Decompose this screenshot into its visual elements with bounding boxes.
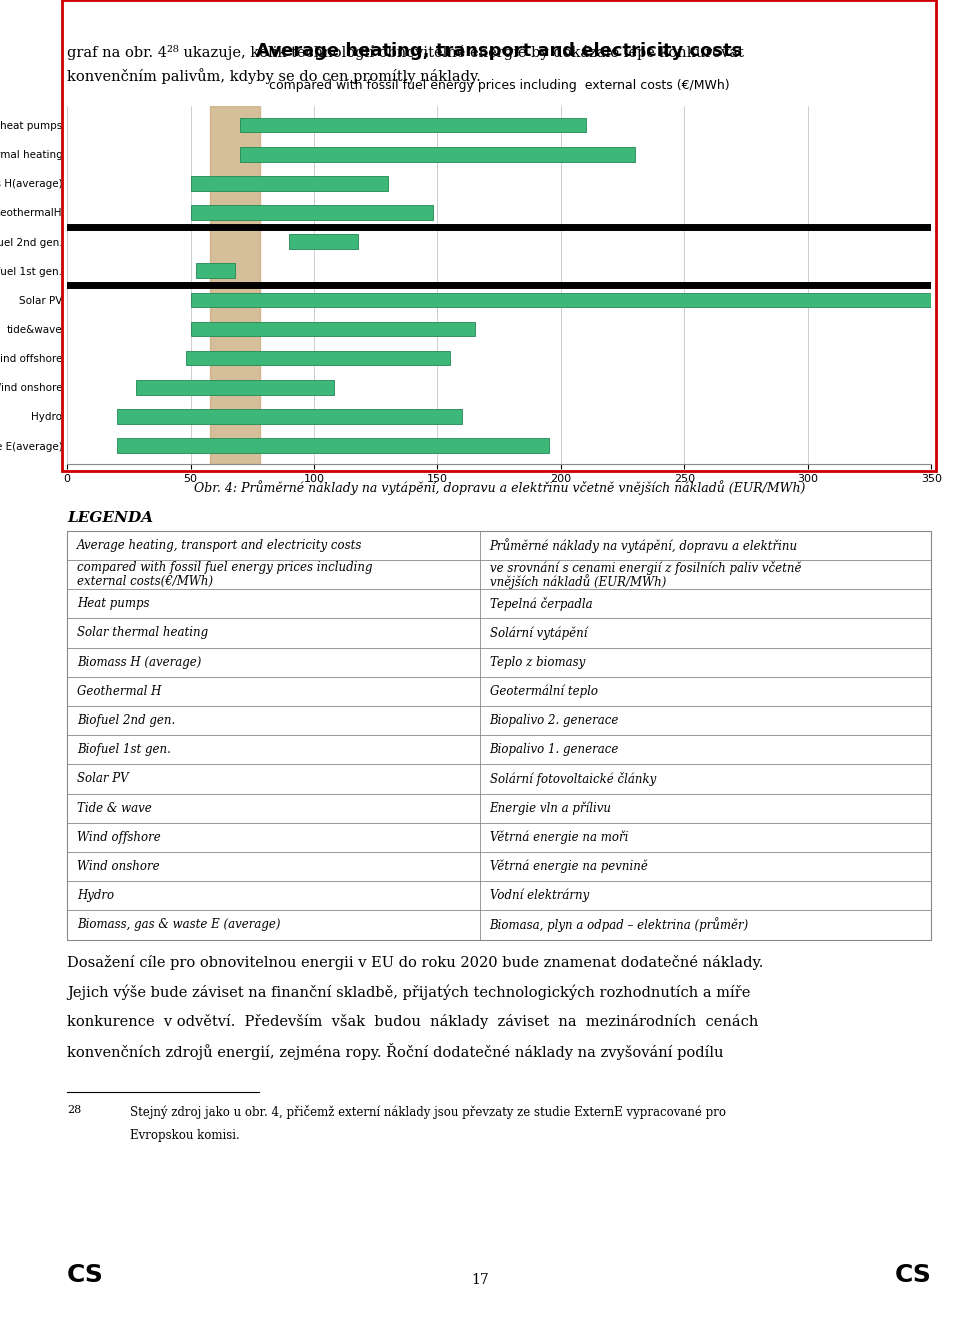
Text: Biomass H (average): Biomass H (average) [77, 656, 202, 669]
Text: Wind offshore: Wind offshore [77, 831, 160, 844]
Text: compared with fossil fuel energy prices including  external costs (€/MWh): compared with fossil fuel energy prices … [269, 78, 730, 92]
Bar [136, 380, 334, 394]
Bar [289, 235, 358, 249]
Text: graf na obr. 4²⁸ ukazuje, kolik technologií obnovitelné energie by dokázalo lépe: graf na obr. 4²⁸ ukazuje, kolik technolo… [67, 45, 744, 60]
Text: Jejich výše bude záviset na finanční skladbě, přijatých technologických rozhodnu: Jejich výše bude záviset na finanční skl… [67, 985, 751, 1001]
Text: Geothermal H: Geothermal H [77, 685, 161, 698]
Bar [196, 264, 235, 279]
Text: Solární fotovoltaické články: Solární fotovoltaické články [490, 772, 656, 786]
Text: Větrná energie na moři: Větrná energie na moři [490, 831, 628, 844]
Bar [116, 409, 462, 423]
Text: Biomasa, plyn a odpad – elektrina (průměr): Biomasa, plyn a odpad – elektrina (průmě… [490, 917, 749, 933]
Text: Heat pumps: Heat pumps [77, 597, 150, 610]
Text: Průměrné náklady na vytápění, dopravu a elektřinu: Průměrné náklady na vytápění, dopravu a … [490, 537, 798, 553]
Text: 17: 17 [471, 1273, 489, 1287]
Text: konvenčních zdrojů energií, zejména ropy. Řoční dodatečné náklady na zvyšování p: konvenčních zdrojů energií, zejména ropy… [67, 1043, 724, 1060]
Text: CS: CS [67, 1263, 104, 1287]
Bar [191, 206, 433, 220]
Text: Average heating, transport and electricity costs: Average heating, transport and electrici… [77, 539, 362, 552]
Text: compared with fossil fuel energy prices including: compared with fossil fuel energy prices … [77, 561, 372, 575]
Text: Geotermální teplo: Geotermální teplo [490, 685, 597, 698]
Bar [191, 292, 931, 307]
Text: Evropskou komisi.: Evropskou komisi. [130, 1129, 239, 1143]
Text: Biopalivo 1. generace: Biopalivo 1. generace [490, 743, 619, 756]
Text: ve srovnání s cenami energií z fosilních paliv včetně: ve srovnání s cenami energií z fosilních… [490, 561, 801, 575]
Text: Wind onshore: Wind onshore [77, 860, 159, 873]
Text: LEGENDA: LEGENDA [67, 511, 154, 525]
Bar [210, 106, 260, 464]
Text: Solar thermal heating: Solar thermal heating [77, 626, 208, 640]
Text: Stejný zdroj jako u obr. 4, přičemž externí náklady jsou převzaty ze studie Exte: Stejný zdroj jako u obr. 4, přičemž exte… [130, 1105, 726, 1120]
Text: Hydro: Hydro [77, 889, 114, 902]
Bar [191, 176, 388, 191]
Text: Biopalivo 2. generace: Biopalivo 2. generace [490, 714, 619, 727]
Text: Biofuel 1st gen.: Biofuel 1st gen. [77, 743, 171, 756]
Text: Biomass, gas & waste E (average): Biomass, gas & waste E (average) [77, 918, 280, 932]
Text: vnějších nákladů (EUR/MWh): vnějších nákladů (EUR/MWh) [490, 573, 666, 589]
Text: konvenčním palivům, kdyby se do cen promítly náklady.: konvenčním palivům, kdyby se do cen prom… [67, 68, 481, 84]
Text: Biofuel 2nd gen.: Biofuel 2nd gen. [77, 714, 175, 727]
Text: Obr. 4: Průměrné náklady na vytápění, dopravu a elektřinu včetně vnějších náklad: Obr. 4: Průměrné náklady na vytápění, do… [194, 480, 804, 495]
Text: Tepelná čerpadla: Tepelná čerpadla [490, 597, 592, 610]
Text: 28: 28 [67, 1105, 82, 1116]
Text: Solární vytápění: Solární vytápění [490, 626, 588, 640]
Text: CS: CS [895, 1263, 931, 1287]
Bar [185, 350, 450, 365]
Text: Teplo z biomasy: Teplo z biomasy [490, 656, 585, 669]
Text: konkurence  v odvětví.  Především  však  budou  náklady  záviset  na  mezinárodn: konkurence v odvětví. Především však bud… [67, 1014, 758, 1028]
Text: Tide & wave: Tide & wave [77, 802, 152, 815]
Bar [191, 321, 474, 336]
Text: Solar PV: Solar PV [77, 772, 129, 786]
Text: Dosažení cíle pro obnovitelnou energii v EU do roku 2020 bude znamenat dodatečné: Dosažení cíle pro obnovitelnou energii v… [67, 955, 763, 970]
Bar [240, 118, 586, 133]
Text: Average heating, transport and electricity costs: Average heating, transport and electrici… [256, 41, 742, 60]
Text: Vodní elektrárny: Vodní elektrárny [490, 889, 588, 902]
Text: Energie vln a přílivu: Energie vln a přílivu [490, 802, 612, 815]
Bar [116, 438, 548, 453]
Text: Větrná energie na pevnině: Větrná energie na pevnině [490, 860, 647, 873]
Bar [240, 147, 635, 162]
Text: external costs(€/MWh): external costs(€/MWh) [77, 575, 213, 588]
